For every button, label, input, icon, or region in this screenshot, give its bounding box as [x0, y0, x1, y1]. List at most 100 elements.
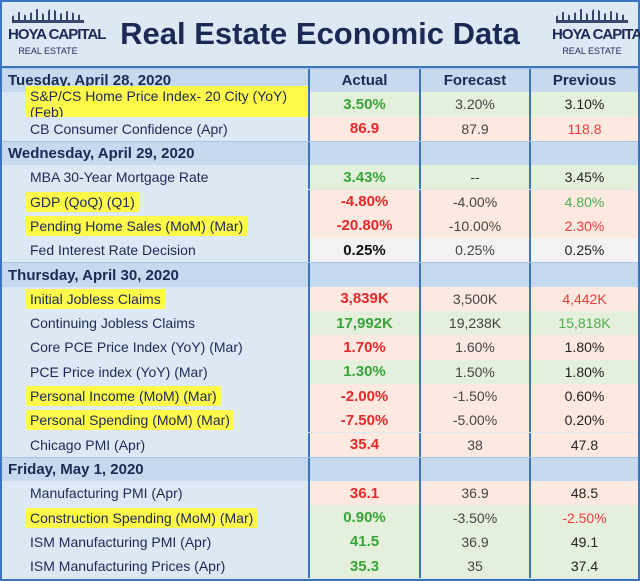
table-row: PCE Price index (YoY) (Mar) 1.30% 1.50% … [2, 359, 638, 384]
actual-cell: 36.1 [308, 481, 419, 506]
forecast-value: 87.9 [461, 120, 489, 137]
indicator-cell: CB Consumer Confidence (Apr) [2, 116, 308, 141]
indicator-name: Core PCE Price Index (YoY) (Mar) [30, 339, 243, 356]
previous-value: -2.50% [562, 509, 607, 526]
indicator-cell: Manufacturing PMI (Apr) [2, 481, 308, 506]
actual-value: -7.50% [340, 411, 389, 429]
actual-cell: 1.30% [308, 359, 419, 384]
forecast-value: 19,238K [448, 315, 502, 332]
table-row: MBA 30-Year Mortgage Rate 3.43% -- 3.45% [2, 165, 638, 190]
forecast-value: -3.50% [452, 509, 498, 526]
previous-cell: 37.4 [529, 554, 638, 579]
forecast-cell: 36.9 [419, 481, 529, 506]
previous-value: 3.10% [564, 96, 605, 113]
table-row: S&P/CS Home Price Index- 20 City (YoY) (… [2, 86, 638, 123]
indicator-cell: S&P/CS Home Price Index- 20 City (YoY) (… [2, 86, 308, 123]
forecast-cell: 36.9 [419, 529, 529, 554]
table-row: Pending Home Sales (MoM) (Mar) -20.80% -… [2, 213, 638, 239]
indicator-name: Pending Home Sales (MoM) (Mar) [26, 215, 248, 236]
logo-subtext: REAL ESTATE [18, 46, 78, 56]
indicator-name: S&P/CS Home Price Index- 20 City (YoY) (… [26, 86, 308, 123]
actual-value: 3.43% [343, 168, 386, 186]
section-date: Thursday, April 30, 2020 [8, 266, 179, 284]
forecast-cell: 0.25% [419, 238, 529, 263]
actual-cell: 35.4 [308, 432, 419, 457]
previous-value: 3.45% [564, 169, 605, 186]
forecast-cell: -1.50% [419, 383, 529, 409]
indicator-cell: ISM Manufacturing PMI (Apr) [2, 529, 308, 554]
actual-cell: 3.50% [308, 92, 419, 117]
previous-cell: 0.25% [529, 238, 638, 263]
header: HOYA CAPITAL REAL ESTATE Real Estate Eco… [2, 2, 640, 68]
indicator-name: CB Consumer Confidence (Apr) [30, 120, 228, 137]
forecast-value: -5.00% [452, 412, 498, 429]
indicator-cell: Continuing Jobless Claims [2, 311, 308, 336]
previous-cell: 48.5 [529, 481, 638, 506]
table-row: Continuing Jobless Claims 17,992K 19,238… [2, 311, 638, 336]
forecast-value: -4.00% [452, 193, 498, 210]
actual-cell: 1.70% [308, 335, 419, 360]
indicator-name: Initial Jobless Claims [26, 288, 165, 309]
previous-cell: 47.8 [529, 432, 638, 457]
section-header: Thursday, April 30, 2020 [2, 262, 638, 287]
logo-text: HOYA CAPITAL [8, 26, 106, 43]
previous-cell: 4.80% [529, 189, 638, 214]
section-date: Wednesday, April 29, 2020 [8, 145, 195, 163]
forecast-value: 3.20% [455, 96, 495, 113]
forecast-cell: -4.00% [419, 189, 529, 214]
forecast-cell: 1.60% [419, 335, 529, 360]
section-date: Tuesday, April 28, 2020 [8, 72, 172, 90]
skyline-icon [556, 7, 628, 23]
indicator-cell: Personal Spending (MoM) (Mar) [2, 408, 308, 433]
indicator-name: PCE Price index (YoY) (Mar) [30, 363, 208, 380]
previous-value: 1.80% [564, 363, 605, 380]
previous-value: 1.80% [564, 339, 605, 356]
actual-cell: 86.9 [308, 116, 419, 141]
table-row: Fed Interest Rate Decision 0.25% 0.25% 0… [2, 238, 638, 263]
forecast-value: -- [470, 169, 480, 186]
column-header-previous: Previous [529, 69, 638, 93]
indicator-cell: MBA 30-Year Mortgage Rate [2, 165, 308, 190]
forecast-cell: -5.00% [419, 408, 529, 433]
forecast-value: -10.00% [448, 217, 502, 234]
previous-cell: 15,818K [529, 311, 638, 336]
indicator-cell: Pending Home Sales (MoM) (Mar) [2, 213, 308, 239]
forecast-value: 35 [467, 558, 483, 575]
previous-cell: 2.30% [529, 213, 638, 239]
previous-cell: 1.80% [529, 359, 638, 384]
actual-cell: 17,992K [308, 311, 419, 336]
forecast-cell: 38 [419, 432, 529, 457]
actual-cell: -20.80% [308, 213, 419, 239]
previous-value: 4,442K [562, 290, 607, 307]
table-row: Personal Spending (MoM) (Mar) -7.50% -5.… [2, 408, 638, 433]
previous-value: 118.8 [567, 120, 602, 137]
previous-cell: 118.8 [529, 116, 638, 141]
indicator-name: Construction Spending (MoM) (Mar) [26, 507, 258, 528]
page-title: Real Estate Economic Data [120, 16, 520, 51]
previous-cell: 0.20% [529, 408, 638, 433]
previous-cell: 0.60% [529, 383, 638, 409]
table-row: Construction Spending (MoM) (Mar) 0.90% … [2, 505, 638, 530]
actual-value: -2.00% [340, 387, 389, 405]
forecast-cell: 19,238K [419, 311, 529, 336]
indicator-cell: Personal Income (MoM) (Mar) [2, 383, 308, 409]
forecast-cell: 35 [419, 554, 529, 579]
indicator-name: Personal Income (MoM) (Mar) [26, 386, 221, 407]
actual-value: 0.25% [343, 241, 386, 259]
section-date: Friday, May 1, 2020 [8, 460, 144, 478]
previous-value: 0.20% [564, 412, 605, 429]
skyline-icon [12, 7, 84, 23]
actual-cell: -7.50% [308, 408, 419, 433]
actual-value: 35.3 [349, 557, 380, 575]
forecast-cell: -3.50% [419, 505, 529, 530]
actual-cell: -4.80% [308, 189, 419, 214]
forecast-value: 36.9 [461, 485, 489, 502]
indicator-cell: Chicago PMI (Apr) [2, 432, 308, 457]
logo-subtext: REAL ESTATE [562, 46, 622, 56]
actual-cell: 3.43% [308, 165, 419, 190]
previous-value: 0.25% [564, 242, 605, 259]
column-header-actual: Actual [308, 69, 419, 93]
indicator-name: ISM Manufacturing PMI (Apr) [30, 533, 212, 550]
hoya-capital-logo-left: HOYA CAPITAL REAL ESTATE [8, 7, 106, 63]
previous-cell: 3.45% [529, 165, 638, 190]
